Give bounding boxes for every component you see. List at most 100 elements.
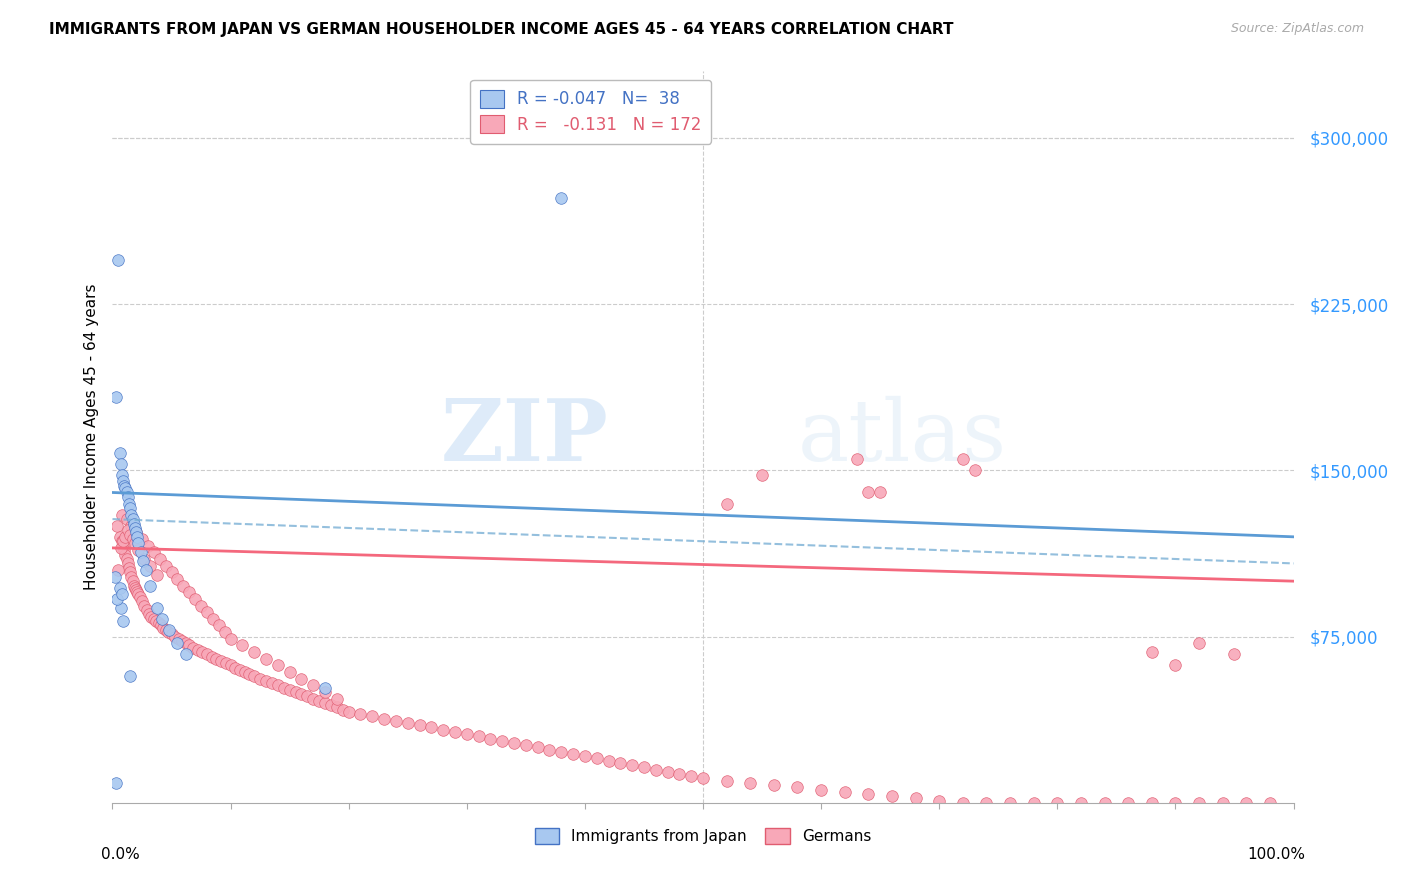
Point — [361, 709, 384, 723]
Point — [479, 731, 502, 746]
Point — [444, 724, 467, 739]
Point — [219, 658, 242, 673]
Point — [302, 678, 325, 692]
Point — [105, 591, 128, 606]
Point — [142, 612, 165, 626]
Point — [692, 772, 714, 786]
Point — [810, 782, 832, 797]
Point — [668, 767, 690, 781]
Point — [145, 614, 167, 628]
Point — [184, 591, 207, 606]
Point — [267, 658, 290, 673]
Point — [190, 599, 212, 613]
Point — [120, 518, 142, 533]
Text: 0.0%: 0.0% — [101, 847, 139, 862]
Point — [219, 632, 242, 646]
Point — [201, 649, 224, 664]
Point — [337, 705, 360, 719]
Point — [115, 512, 138, 526]
Point — [976, 796, 998, 810]
Point — [998, 796, 1021, 810]
Point — [432, 723, 454, 737]
Point — [243, 669, 266, 683]
Point — [146, 567, 169, 582]
Point — [135, 563, 157, 577]
Point — [314, 681, 336, 695]
Point — [633, 760, 655, 774]
Point — [172, 634, 194, 648]
Point — [112, 614, 135, 628]
Point — [127, 585, 149, 599]
Point — [550, 745, 572, 759]
Point — [132, 554, 155, 568]
Point — [284, 685, 307, 699]
Point — [107, 563, 129, 577]
Point — [121, 574, 143, 589]
Point — [205, 651, 228, 665]
Point — [124, 536, 146, 550]
Point — [181, 640, 204, 655]
Point — [142, 545, 165, 559]
Point — [326, 691, 349, 706]
Point — [1188, 796, 1211, 810]
Point — [150, 612, 173, 626]
Point — [167, 632, 190, 646]
Point — [157, 623, 180, 637]
Point — [131, 594, 153, 608]
Point — [134, 552, 156, 566]
Point — [111, 467, 134, 482]
Point — [139, 578, 162, 592]
Point — [112, 539, 135, 553]
Y-axis label: Householder Income Ages 45 - 64 years: Householder Income Ages 45 - 64 years — [83, 284, 98, 591]
Point — [278, 665, 301, 679]
Point — [139, 558, 162, 573]
Point — [118, 497, 141, 511]
Point — [121, 532, 143, 546]
Point — [129, 545, 152, 559]
Point — [308, 694, 330, 708]
Point — [224, 660, 246, 674]
Point — [179, 639, 201, 653]
Point — [134, 599, 156, 613]
Point — [166, 636, 188, 650]
Point — [112, 479, 135, 493]
Point — [191, 645, 214, 659]
Point — [267, 678, 290, 692]
Point — [127, 587, 149, 601]
Point — [148, 616, 170, 631]
Point — [408, 718, 430, 732]
Point — [1188, 636, 1211, 650]
Point — [420, 721, 443, 735]
Point — [108, 530, 131, 544]
Point — [112, 543, 135, 558]
Point — [120, 508, 142, 522]
Point — [110, 600, 132, 615]
Point — [332, 703, 354, 717]
Point — [166, 572, 188, 586]
Point — [550, 191, 572, 205]
Point — [195, 605, 218, 619]
Point — [120, 669, 142, 683]
Point — [904, 791, 927, 805]
Point — [115, 552, 138, 566]
Point — [118, 561, 141, 575]
Point — [127, 536, 149, 550]
Point — [716, 773, 738, 788]
Point — [657, 764, 679, 779]
Point — [120, 501, 142, 516]
Point — [112, 534, 135, 549]
Point — [396, 716, 419, 731]
Point — [254, 673, 277, 688]
Point — [114, 548, 136, 562]
Point — [467, 729, 489, 743]
Point — [621, 758, 644, 772]
Point — [562, 747, 585, 761]
Point — [114, 481, 136, 495]
Point — [111, 587, 134, 601]
Point — [1046, 796, 1069, 810]
Point — [290, 687, 312, 701]
Point — [117, 490, 139, 504]
Point — [229, 663, 252, 677]
Point — [716, 497, 738, 511]
Point — [122, 516, 145, 531]
